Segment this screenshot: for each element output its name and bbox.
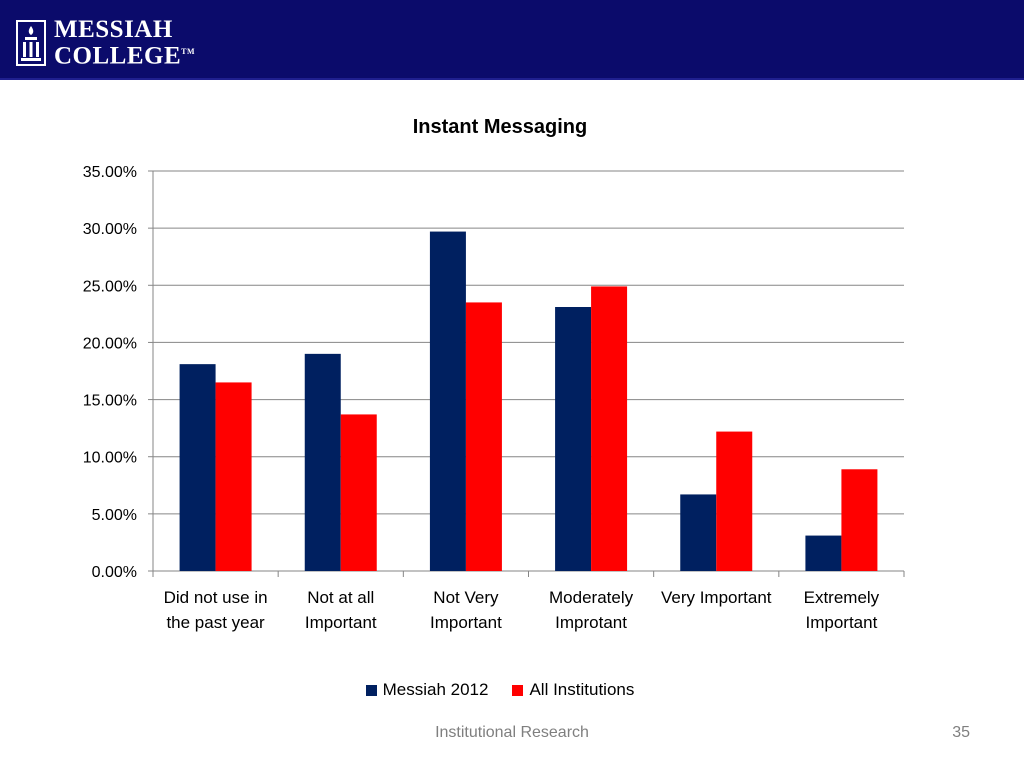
y-tick-label: 25.00% [83,278,137,295]
legend-label-series-2: All Institutions [529,680,635,699]
y-tick-label: 0.00% [92,564,137,581]
legend-item-series-1: Messiah 2012 [365,680,489,700]
bar-series-1 [805,535,842,571]
x-category-label: Not Very Important [403,585,529,635]
bar-series-2 [841,469,878,571]
legend-swatch-series-2 [512,684,524,696]
x-category-label: Not at all Important [278,585,404,635]
x-category-label-line: Important [805,613,878,632]
bar-series-2 [716,431,753,571]
x-category-label-line: Important [304,613,377,632]
y-tick-label: 35.00% [83,164,137,181]
x-category-label-line: the past year [166,613,265,632]
x-category-label-line: Moderately [549,588,634,607]
trademark-mark: TM [181,46,196,56]
bar-series-1 [179,364,216,571]
footer-text: Institutional Research [435,724,589,741]
logo-line-1: MESSIAH [54,15,173,43]
page-number: 35 [952,724,970,741]
legend-label-series-1: Messiah 2012 [382,680,489,699]
header-banner: MESSIAH COLLEGETM [0,0,1024,80]
bar-series-1 [304,353,341,571]
college-logo: MESSIAH COLLEGETM [16,15,196,70]
bar-series-1 [555,307,592,571]
x-category-label-line: Very Important [660,588,772,607]
bar-series-2 [215,382,252,571]
x-category-label-line: Not at all [307,588,375,607]
bar-series-1 [429,231,466,572]
x-category-label-line [653,610,779,635]
y-tick-label: 10.00% [83,450,137,467]
legend-item-series-2: All Institutions [512,680,634,700]
bar-series-2 [340,414,377,571]
x-category-label-line: Not Very [433,588,499,607]
x-category-label-line: Important [430,613,502,632]
y-tick-label: 5.00% [92,507,137,524]
bar-series-1 [680,494,717,571]
x-category-label: Did not use in the past year [153,585,279,635]
y-tick-label: 20.00% [83,335,137,352]
x-category-label-line: Extremely [803,588,880,607]
lamp-shield-icon [16,20,46,66]
chart-legend: Messiah 2012 All Institutions [0,680,1000,700]
x-category-label-line: Did not use in [163,588,268,607]
college-wordmark: MESSIAH COLLEGETM [54,15,196,70]
y-tick-label: 15.00% [83,393,137,410]
x-category-label: Very Important [653,585,779,635]
chart-title: Instant Messaging [412,116,588,138]
legend-swatch-series-1 [365,684,377,696]
y-tick-label: 30.00% [83,221,137,238]
x-category-label-line: Improtant [555,613,627,632]
bar-series-2 [465,302,502,571]
bar-series-2 [591,286,628,571]
x-category-label: Moderately Improtant [528,585,654,635]
x-category-label: Extremely Important [778,585,904,635]
logo-line-2: COLLEGE [54,42,182,70]
